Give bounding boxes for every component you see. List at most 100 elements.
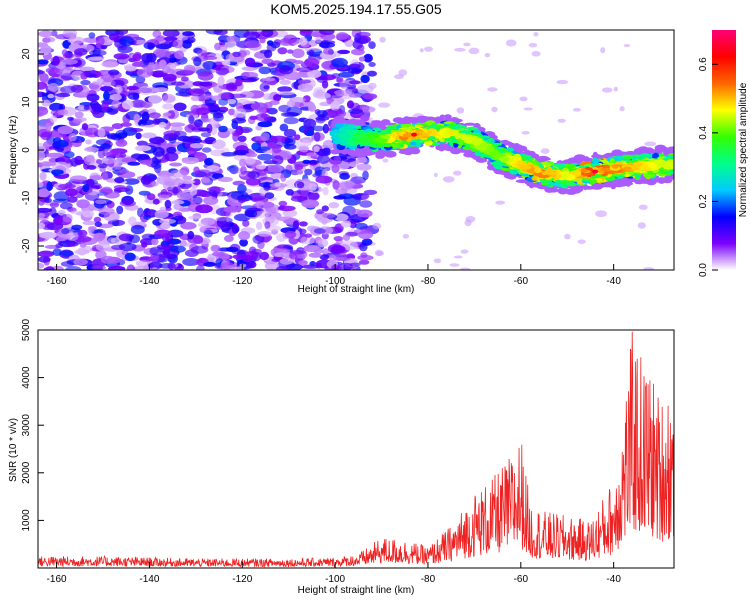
heatmap-peak: [531, 176, 538, 181]
heatmap-cell: [200, 132, 211, 138]
heatmap-cell: [227, 98, 237, 105]
heatmap-cell: [278, 91, 295, 96]
heatmap-cell: [94, 221, 103, 227]
heatmap-cell: [360, 114, 370, 122]
heatmap-cell: [74, 235, 92, 243]
heatmap-x-tick-label: -120: [232, 276, 252, 287]
heatmap-cell: [141, 111, 150, 122]
heatmap-cell: [38, 91, 42, 98]
heatmap-cell: [498, 156, 511, 162]
snr-x-tick-label: -140: [139, 574, 159, 585]
heatmap-cell: [173, 130, 187, 138]
heatmap-cell: [298, 79, 305, 85]
heatmap-cell: [257, 146, 271, 151]
heatmap-cell: [347, 67, 363, 74]
heatmap-cell: [323, 47, 334, 55]
heatmap-cell: [284, 143, 291, 149]
heatmap-cell: [86, 165, 97, 170]
heatmap-cell: [70, 210, 85, 215]
heatmap-cell: [162, 103, 174, 110]
heatmap-cell: [277, 205, 296, 212]
heatmap-cell: [241, 71, 250, 80]
heatmap-cell: [292, 220, 300, 230]
heatmap-cell: [141, 53, 154, 63]
heatmap-cell: [138, 190, 151, 196]
heatmap-x-tick-label: -80: [421, 276, 436, 287]
heatmap-cell: [51, 169, 64, 175]
heatmap-cell: [229, 164, 239, 175]
heatmap-cell: [111, 244, 126, 250]
heatmap-cell: [100, 186, 113, 195]
heatmap-cell: [665, 164, 674, 169]
heatmap-cell: [487, 87, 498, 92]
heatmap-cell: [255, 221, 263, 230]
heatmap-cell: [316, 110, 328, 118]
heatmap-cell: [237, 135, 247, 142]
heatmap-cell: [166, 146, 177, 154]
heatmap-cell: [284, 230, 297, 239]
heatmap-cell: [589, 179, 597, 183]
heatmap-cell: [141, 132, 157, 139]
heatmap-cell: [130, 99, 147, 108]
heatmap-cell: [533, 167, 542, 174]
heatmap-cell: [234, 128, 242, 137]
heatmap-cell: [206, 165, 220, 172]
heatmap-cell: [526, 183, 535, 187]
heatmap-cell: [433, 172, 438, 178]
heatmap-cell: [314, 228, 326, 234]
heatmap-cell: [453, 170, 462, 176]
heatmap-cell: [197, 222, 207, 228]
heatmap-cell: [170, 169, 188, 178]
heatmap-cell: [289, 97, 306, 103]
heatmap-cell: [148, 261, 163, 270]
heatmap-cell: [89, 175, 104, 181]
heatmap-cell: [485, 131, 494, 136]
heatmap-cell: [201, 147, 212, 153]
heatmap-cell: [245, 157, 256, 165]
heatmap-cell: [116, 205, 124, 215]
heatmap-cell: [169, 245, 186, 253]
heatmap-cell: [115, 85, 123, 94]
heatmap-cell: [279, 123, 289, 132]
snr-y-tick-label: 4000: [21, 366, 32, 389]
heatmap-cell: [148, 94, 162, 105]
heatmap-cell: [93, 216, 102, 223]
heatmap-cell: [55, 139, 69, 148]
heatmap-cell: [356, 156, 368, 164]
heatmap-cell: [166, 68, 175, 74]
heatmap-cell: [212, 251, 226, 257]
heatmap-cell: [270, 135, 288, 142]
heatmap-cell: [298, 260, 308, 266]
heatmap-cell: [203, 196, 219, 205]
heatmap-cell: [523, 107, 533, 111]
heatmap-cell: [336, 32, 349, 40]
heatmap-cell: [49, 202, 60, 208]
heatmap-cell: [76, 199, 90, 209]
heatmap-cell: [199, 81, 213, 87]
heatmap-cell: [43, 197, 52, 203]
heatmap-cell: [174, 50, 185, 60]
heatmap-cell: [228, 108, 236, 116]
heatmap-cell: [114, 30, 129, 35]
heatmap-cell: [188, 115, 195, 124]
heatmap-cell: [637, 222, 646, 229]
heatmap-cell: [82, 210, 95, 218]
chart-title: KOM5.2025.194.17.55.G05: [270, 1, 442, 17]
heatmap-cell: [398, 69, 408, 76]
heatmap-cell: [622, 154, 634, 160]
heatmap-cell: [351, 151, 358, 157]
heatmap-cell: [45, 265, 55, 270]
heatmap-cell: [362, 170, 369, 181]
heatmap-cell: [521, 131, 530, 135]
heatmap-cell: [315, 36, 322, 44]
heatmap-cell: [245, 152, 258, 158]
heatmap-cell: [334, 223, 344, 234]
heatmap-cell: [516, 161, 527, 167]
heatmap-cell: [121, 100, 134, 110]
heatmap-cell: [152, 118, 161, 125]
heatmap-cell: [315, 175, 333, 184]
heatmap-cell: [557, 187, 569, 195]
heatmap-cell: [191, 108, 201, 115]
heatmap-cell: [360, 252, 368, 258]
heatmap-cell: [540, 182, 550, 186]
